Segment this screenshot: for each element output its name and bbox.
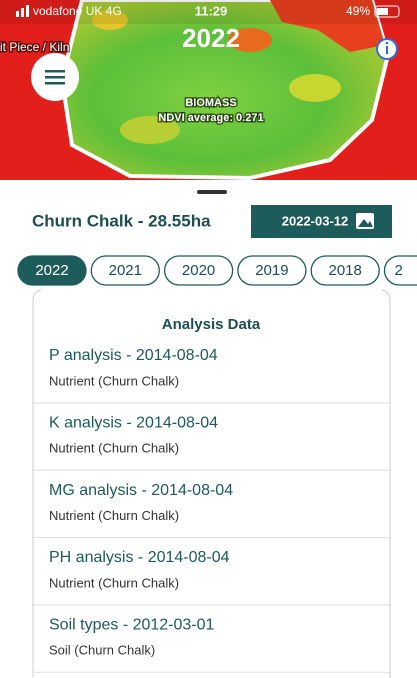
year-tab[interactable]: 2022 [18,256,86,285]
item-subtitle: Nutrient (Churn Chalk) [49,508,179,523]
date-button[interactable]: 2022-03-12 [251,205,392,238]
tab-label: 2022 [35,262,68,279]
menu-button[interactable] [31,53,79,101]
analysis-item[interactable]: P analysis - 2014-08-04 Nutrient (Churn C… [33,347,390,403]
carrier: vodafone UK 4G [33,4,122,18]
time: 11:29 [195,3,228,18]
info-button[interactable] [377,39,397,59]
item-title: P analysis - 2014-08-04 [49,347,218,364]
year-tab[interactable]: 2019 [238,256,306,285]
date-label: 2022-03-12 [282,213,349,228]
year-tab[interactable]: 2021 [91,256,159,285]
analysis-item[interactable]: MG analysis - 2014-08-04 Nutrient (Churn … [33,482,390,538]
drag-handle[interactable] [197,190,227,194]
tab-label: 2020 [182,262,215,279]
ndvi-label: NDVI average: 0.271 [158,112,263,124]
tab-label: 2021 [109,262,142,279]
year-tab[interactable]: 2020 [165,256,233,285]
item-title: K analysis - 2014-08-04 [49,415,218,432]
tab-label: 2018 [329,262,362,279]
item-subtitle: Nutrient (Churn Chalk) [49,373,179,388]
layer-label: BIOMASS [185,97,236,109]
battery-level: 49% [346,4,370,18]
field-name: Churn Chalk - 28.55ha [32,211,211,230]
map-year: 2022 [182,23,240,53]
item-title: Soil types - 2012-03-01 [49,616,215,633]
item-subtitle: Nutrient (Churn Chalk) [49,575,179,590]
year-tab[interactable]: 2018 [311,256,379,285]
item-title: PH analysis - 2014-08-04 [49,549,230,566]
tab-label: 2 [395,262,403,279]
field-label: it Piece / Kiln [0,40,69,54]
item-subtitle: Soil (Churn Chalk) [49,643,155,658]
analysis-list: P analysis - 2014-08-04 Nutrient (Churn C… [33,347,390,672]
year-tab[interactable]: 2 [385,256,417,285]
item-subtitle: Nutrient (Churn Chalk) [49,441,179,456]
app-screen: vodafone UK 4G 11:29 49% 2022 it Piece /… [0,0,417,678]
year-tabs: 2022 2021 2020 2019 2018 2 [18,256,417,285]
analysis-item[interactable]: Soil types - 2012-03-01 Soil (Churn Chalk… [33,616,390,672]
analysis-item[interactable]: PH analysis - 2014-08-04 Nutrient (Churn … [33,549,390,605]
tab-label: 2019 [255,262,288,279]
card-title: Analysis Data [162,316,261,333]
analysis-item[interactable]: K analysis - 2014-08-04 Nutrient (Churn C… [33,415,390,471]
item-title: MG analysis - 2014-08-04 [49,482,233,499]
